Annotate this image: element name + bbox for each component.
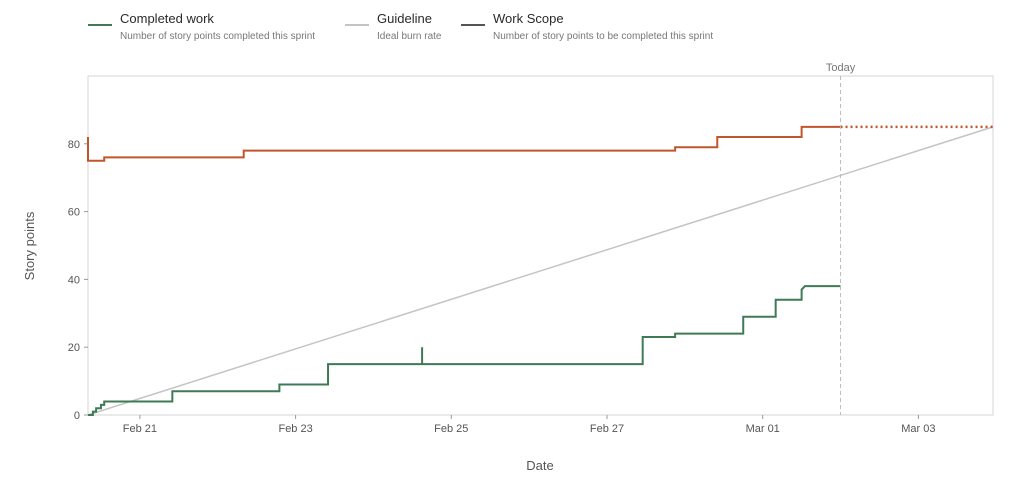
y-tick-label: 60 xyxy=(68,207,80,219)
y-tick-label: 80 xyxy=(68,139,80,151)
legend-swatch-completed-work xyxy=(88,24,112,26)
series-line-completed-work[interactable] xyxy=(88,285,841,416)
y-axis: 0 20 40 60 80 xyxy=(68,139,88,422)
legend-swatch-guideline xyxy=(345,24,369,26)
legend-description: Number of story points completed this sp… xyxy=(120,31,316,42)
x-tick-label: Feb 23 xyxy=(278,423,312,435)
legend-title: Work Scope xyxy=(493,11,564,26)
x-tick-label: Feb 25 xyxy=(434,423,468,435)
x-axis-title: Date xyxy=(526,458,553,473)
legend-title: Guideline xyxy=(377,11,432,26)
x-tick-label: Feb 27 xyxy=(590,423,624,435)
x-tick-label: Mar 03 xyxy=(901,423,935,435)
legend-title: Completed work xyxy=(120,11,214,26)
y-tick-label: 0 xyxy=(74,410,80,422)
legend-description: Number of story points to be completed t… xyxy=(493,31,714,42)
y-tick-label: 40 xyxy=(68,274,80,286)
x-tick-label: Feb 21 xyxy=(123,423,157,435)
x-tick-label: Mar 01 xyxy=(746,423,780,435)
plot-frame xyxy=(87,75,994,416)
x-axis: Feb 21 Feb 23 Feb 25 Feb 27 Mar 01 Mar 03 xyxy=(123,415,936,435)
y-tick-label: 20 xyxy=(68,342,80,354)
series-layer xyxy=(87,125,994,416)
legend-swatch-work-scope xyxy=(461,24,485,26)
series-line-work-scope[interactable] xyxy=(87,125,841,162)
series-line-guideline[interactable] xyxy=(87,126,994,416)
y-axis-title: Story points xyxy=(22,211,37,280)
legend-description: Ideal burn rate xyxy=(377,31,442,42)
today-label: Today xyxy=(826,62,856,74)
